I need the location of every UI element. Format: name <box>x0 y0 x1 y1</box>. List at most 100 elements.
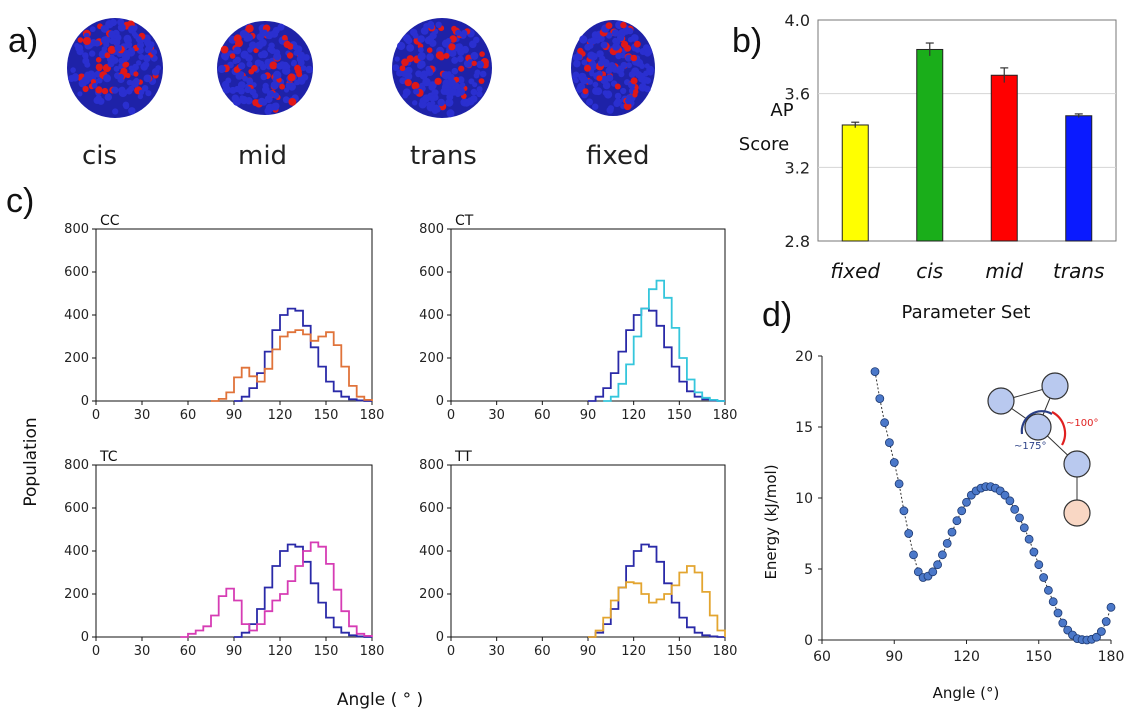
data-point <box>947 527 957 537</box>
panel-d-ylabel: Energy (kJ/mol) <box>762 464 780 579</box>
data-point <box>1044 585 1053 595</box>
bead <box>269 61 278 70</box>
bead <box>260 73 268 81</box>
data-point <box>1015 513 1024 523</box>
x-tick-label-trans: trans <box>1053 259 1104 283</box>
data-point <box>1024 534 1034 544</box>
bead <box>596 75 603 82</box>
data-point <box>870 367 880 377</box>
panel-b-plot-frame <box>817 19 1117 242</box>
bead <box>229 53 236 59</box>
bead <box>411 81 420 90</box>
bead <box>587 79 593 85</box>
bead <box>422 77 431 87</box>
y-tick-label: 800 <box>419 222 444 237</box>
bead <box>476 86 483 93</box>
bead <box>591 31 600 39</box>
bead <box>469 40 477 49</box>
bead <box>131 31 137 37</box>
bead <box>220 45 229 54</box>
x-tick-label: 0 <box>447 408 455 423</box>
bead <box>479 51 485 57</box>
bead <box>125 41 133 49</box>
inset-bead <box>987 387 1015 415</box>
bead <box>303 54 310 61</box>
bead <box>78 79 87 88</box>
bead <box>625 54 633 62</box>
x-tick-label: 150 <box>1025 649 1052 665</box>
y-tick-label: 0 <box>81 394 89 409</box>
bead <box>579 35 588 44</box>
bead <box>145 90 152 97</box>
bead <box>432 89 439 96</box>
bead <box>253 47 259 54</box>
bead <box>232 58 238 64</box>
bead <box>288 98 297 106</box>
bead <box>392 64 400 71</box>
bead <box>118 57 125 64</box>
y-tick-label: 200 <box>419 351 444 366</box>
bead <box>136 60 142 66</box>
molecule-label-mid: mid <box>238 141 287 171</box>
bead <box>626 27 634 35</box>
inset-bead <box>1063 499 1091 527</box>
bead <box>582 88 589 95</box>
bead <box>614 83 621 90</box>
bead <box>399 65 406 72</box>
bead <box>448 78 456 87</box>
bead <box>245 24 254 33</box>
data-point <box>1058 618 1068 628</box>
bead <box>474 69 481 76</box>
inset-bead <box>1063 450 1091 478</box>
x-tick-label: 180 <box>1098 649 1125 665</box>
bead <box>624 44 632 52</box>
y-tick-label: 20 <box>795 349 813 365</box>
bead <box>606 74 614 82</box>
bead <box>577 47 584 55</box>
bead <box>109 18 117 27</box>
x-tick-label: 180 <box>713 644 738 659</box>
y-tick-label: 3.6 <box>785 85 810 104</box>
y-tick-label: 600 <box>64 501 89 516</box>
bead <box>96 65 103 72</box>
bead <box>434 77 442 85</box>
bead <box>597 36 604 42</box>
bead <box>614 99 621 107</box>
series-line-TC <box>180 541 373 638</box>
bead <box>82 85 89 93</box>
bead <box>74 42 80 49</box>
bead <box>95 86 103 94</box>
bead <box>238 87 245 95</box>
bead <box>138 54 145 60</box>
molecule-label-cis: cis <box>82 141 117 171</box>
panel-b-label: b) <box>732 22 762 60</box>
bead <box>292 44 299 51</box>
data-point <box>952 516 962 526</box>
data-point <box>938 550 947 560</box>
x-tick-label: 0 <box>92 644 100 659</box>
bead <box>293 50 299 56</box>
bead <box>612 37 619 45</box>
x-tick-label: 30 <box>134 644 151 659</box>
bead <box>143 74 152 83</box>
bead <box>611 29 620 37</box>
x-tick-label: 90 <box>226 408 243 423</box>
series-line-CT <box>603 279 725 402</box>
bead <box>590 62 597 69</box>
molecule-fixed <box>571 20 655 116</box>
bead <box>630 77 638 85</box>
bead <box>614 92 622 100</box>
bead <box>133 71 139 77</box>
y-tick-label: 400 <box>419 544 444 559</box>
bead <box>283 87 290 93</box>
bead <box>283 40 291 49</box>
histogram-CT: 0 30 60 90 120 150 180 0 200 400 600 800 CT <box>419 213 737 423</box>
bead <box>479 70 487 78</box>
x-tick-label: 150 <box>667 408 692 423</box>
y-tick-label: 600 <box>419 501 444 516</box>
bead <box>107 45 116 55</box>
bead <box>112 108 119 115</box>
data-point <box>1106 602 1116 612</box>
panel-b-bar-chart: 2.8 3.2 3.6 4.0 fixed cis mid trans <box>785 11 1117 283</box>
bead <box>596 70 603 78</box>
